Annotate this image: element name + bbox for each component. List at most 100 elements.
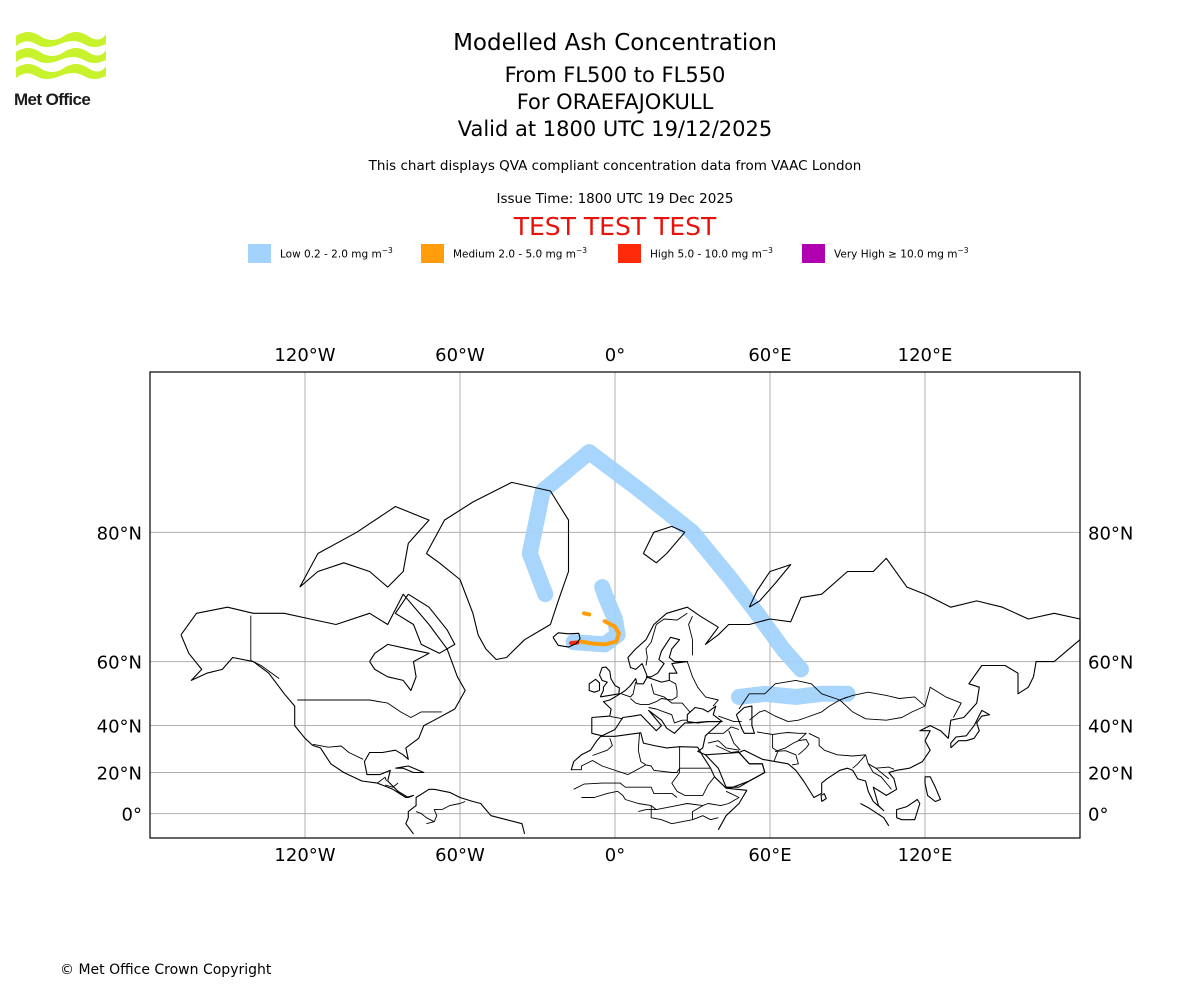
north-america-coast [180, 593, 466, 799]
iceland-coast [552, 632, 581, 648]
caspian-sea-coast [735, 705, 756, 734]
lat-tick-label-right: 40°N [1088, 717, 1133, 738]
caucasus-borders [718, 715, 742, 723]
legend-swatch-medium [421, 244, 444, 263]
lon-tick-label-top: 60°E [748, 345, 791, 366]
south-america-borders-2 [415, 811, 435, 823]
africa-borders-9 [638, 809, 657, 813]
arabia-coast [705, 751, 766, 789]
europe-borders [610, 715, 623, 720]
china-russia-border [924, 686, 962, 718]
japan-coast [950, 709, 991, 749]
baffin-island-coast [394, 593, 456, 654]
ash-plume-low [521, 444, 809, 678]
afghanistan-borders [772, 732, 807, 752]
africa-borders-7 [650, 805, 704, 825]
iran-borders-2 [757, 731, 779, 762]
africa-borders-3 [571, 760, 647, 776]
coastlines [180, 481, 1081, 835]
africa-borders-2 [637, 733, 711, 773]
canada-us-border-49 [297, 699, 442, 718]
middle-east-borders-3 [707, 740, 740, 751]
lat-tick-label-right: 80°N [1088, 523, 1133, 544]
china-south-borders [808, 732, 895, 770]
lon-tick-label-top: 120°W [274, 345, 335, 366]
philippines-coast [924, 776, 942, 803]
legend-swatch-low [248, 244, 271, 263]
met-office-waves-icon [16, 32, 106, 79]
europe-borders-6 [686, 661, 719, 707]
ash-plume-low [565, 579, 626, 653]
africa-borders-5 [573, 782, 678, 798]
source-note: This chart displays QVA compliant concen… [368, 158, 862, 174]
lon-tick-label-bottom: 120°E [898, 845, 953, 866]
test-banner: TEST TEST TEST [513, 212, 717, 241]
axis-ticks: 120°W 120°W 60°W 60°W 0° 0° 60°E 60°E 120°E 120°E… [97, 345, 1134, 866]
lon-tick-label-top: 60°W [435, 345, 485, 366]
legend-label-very-high: Very High ≥ 10.0 mg m−3 [834, 246, 969, 261]
lon-tick-label-top: 0° [605, 345, 625, 366]
ireland-coast [588, 678, 601, 693]
lat-tick-label-left: 0° [122, 805, 142, 826]
lon-tick-label-bottom: 60°W [435, 845, 485, 866]
india-pakistan-borders [775, 750, 799, 766]
southeast-asia-borders-2 [867, 763, 892, 790]
great-britain-coast [598, 666, 620, 698]
europe-borders-7 [688, 616, 693, 656]
europe-borders-3 [621, 682, 637, 698]
lon-tick-label-bottom: 60°E [748, 845, 791, 866]
russia-kazakh-border [738, 679, 840, 710]
south-america-coast [405, 788, 526, 835]
central-america-borders [377, 776, 387, 784]
africa-borders-4 [671, 746, 715, 796]
legend-label-high: High 5.0 - 10.0 mg m−3 [650, 246, 773, 261]
middle-east-borders [708, 726, 740, 734]
lat-tick-label-right: 20°N [1088, 763, 1133, 784]
iran-borders [728, 730, 741, 751]
southeast-asia-borders [852, 754, 866, 769]
central-asia-borders [749, 696, 848, 723]
south-america-borders [426, 801, 466, 825]
ash-plume-medium [579, 619, 621, 647]
borneo-coast [896, 798, 921, 821]
lat-tick-label-right: 60°N [1088, 653, 1133, 674]
scandinavia-border [645, 612, 688, 666]
africa-borders-6 [581, 790, 740, 811]
flight-level-range: From FL500 to FL550 [504, 63, 726, 87]
map-frame [149, 371, 1081, 839]
lat-tick-label-left: 20°N [97, 763, 142, 784]
canada-us-border [250, 615, 280, 679]
lat-tick-label-left: 80°N [97, 523, 142, 544]
ash-plume [521, 444, 856, 705]
eurasia-coast [591, 557, 1081, 812]
chart-title: Modelled Ash Concentration [453, 30, 777, 56]
lat-tick-label-right: 0° [1088, 805, 1108, 826]
black-sea-coast [686, 705, 723, 724]
madagascar-sri-lanka-coast [820, 793, 827, 802]
lat-tick-label-left: 40°N [97, 717, 142, 738]
africa-borders-8 [692, 815, 719, 821]
legend-swatch-very-high [802, 244, 825, 263]
lon-tick-label-bottom: 0° [605, 845, 625, 866]
legend-label-medium: Medium 2.0 - 5.0 mg m−3 [453, 246, 588, 261]
europe-borders-5 [648, 707, 688, 724]
africa-coast [570, 732, 748, 831]
cuba-coast [395, 765, 425, 774]
hudson-bay-coast [369, 643, 430, 692]
lat-tick-label-left: 60°N [97, 653, 142, 674]
lon-tick-label-bottom: 120°W [274, 845, 335, 866]
baltic-coast [645, 636, 688, 683]
novaya-zemlya-coast [748, 564, 792, 608]
central-america-borders-2 [384, 782, 399, 788]
middle-east-borders-2 [715, 745, 740, 753]
graticule [150, 372, 1080, 838]
volcano-name: For ORAEFAJOKULL [516, 90, 714, 114]
southeast-asia-coast [860, 803, 890, 827]
copyright-notice: © Met Office Crown Copyright [60, 962, 272, 978]
india-pakistan-borders-2 [798, 739, 810, 756]
us-mexico-border [312, 743, 364, 760]
ash-plume-low [731, 685, 856, 705]
legend-swatch-high [618, 244, 641, 263]
met-office-logo: Met Office [14, 30, 110, 109]
